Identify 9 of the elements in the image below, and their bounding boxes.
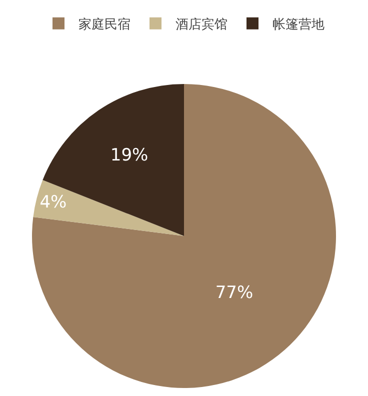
pie-slice: [33, 180, 184, 236]
pie-slice: [32, 84, 336, 388]
legend-label: 家庭民宿: [78, 16, 130, 32]
legend-label: 酒店宾馆: [176, 16, 228, 32]
pie-slice: [42, 84, 184, 236]
data-label: 4%: [40, 192, 67, 212]
data-label: 19%: [110, 146, 148, 166]
legend-label: 帐篷营地: [272, 17, 324, 32]
data-label: 77%: [215, 283, 254, 304]
